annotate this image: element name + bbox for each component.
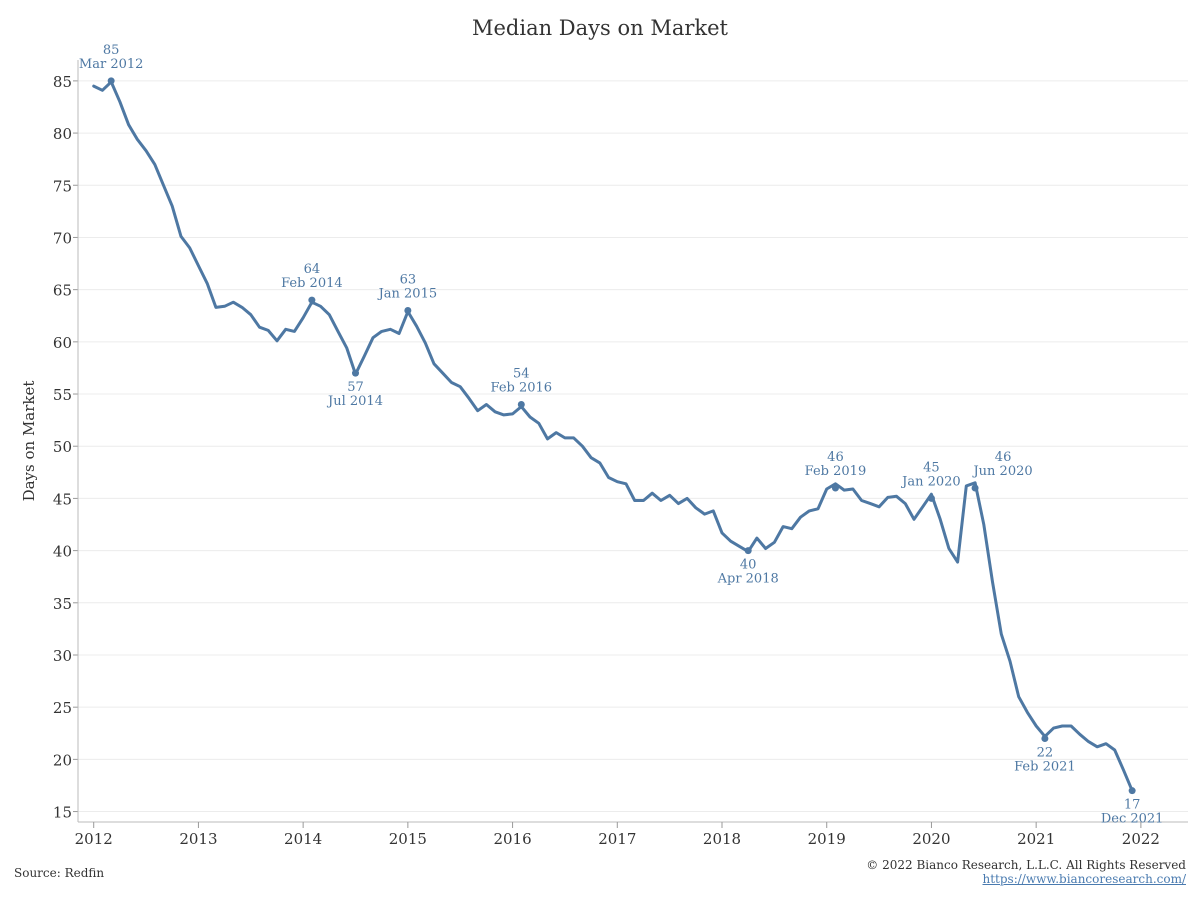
y-tick-label: 80 (53, 125, 72, 143)
annotation-value: 46 (827, 450, 844, 465)
annotation-label: Mar 2012 (79, 57, 144, 72)
x-tick-label: 2020 (912, 830, 950, 848)
y-tick-label: 45 (53, 490, 72, 508)
annotation-point (308, 296, 316, 304)
annotation-point (1128, 787, 1136, 795)
x-tick-label: 2016 (493, 830, 531, 848)
annotation-point (744, 547, 752, 555)
website-link[interactable]: https://www.biancoresearch.com/ (982, 872, 1186, 886)
annotation-value: 57 (347, 380, 364, 395)
x-tick-label: 2021 (1017, 830, 1055, 848)
y-tick-label: 20 (53, 751, 72, 769)
x-tick-label: 2013 (179, 830, 217, 848)
annotation-label: Feb 2016 (491, 380, 553, 395)
x-tick-label: 2015 (389, 830, 427, 848)
x-tick-label: 2019 (808, 830, 846, 848)
y-tick-label: 25 (53, 699, 72, 717)
x-tick-label: 2017 (598, 830, 636, 848)
copyright-text: © 2022 Bianco Research, L.L.C. All Right… (866, 858, 1186, 872)
annotation-value: 54 (513, 366, 530, 381)
y-tick-label: 15 (53, 804, 72, 822)
annotation-value: 40 (740, 558, 757, 573)
y-tick-label: 40 (53, 543, 72, 561)
annotation-point (927, 494, 935, 502)
annotation-value: 22 (1037, 745, 1054, 760)
annotation-point (107, 77, 115, 85)
annotation-value: 63 (400, 273, 417, 288)
annotation-label: Jul 2014 (326, 394, 383, 409)
y-tick-label: 60 (53, 334, 72, 352)
annotation-value: 85 (103, 43, 120, 58)
y-axis-label: Days on Market (20, 381, 38, 502)
annotation-label: Feb 2014 (281, 276, 343, 291)
footer-credits: © 2022 Bianco Research, L.L.C. All Right… (866, 858, 1186, 886)
series-line (92, 80, 1134, 793)
annotation-label: Jun 2020 (971, 464, 1032, 479)
y-tick-label: 85 (53, 73, 72, 91)
y-tick-label: 70 (53, 229, 72, 247)
annotation-point (1041, 734, 1049, 742)
annotation-label: Apr 2018 (717, 572, 779, 587)
x-tick-label: 2012 (75, 830, 113, 848)
annotation-label: Jan 2020 (900, 474, 961, 489)
annotation-point (831, 484, 839, 492)
y-tick-label: 35 (53, 595, 72, 613)
y-tick-label: 30 (53, 647, 72, 665)
grid-lines (78, 80, 1188, 813)
annotation-point (352, 369, 359, 377)
annotation-label: Feb 2021 (1014, 759, 1076, 774)
y-tick-label: 50 (53, 438, 72, 456)
annotation-point (971, 484, 979, 492)
y-tick-labels: 15 20 25 30 35 40 45 50 55 60 65 70 75 80 85 (53, 73, 72, 822)
annotation-point (517, 400, 525, 408)
series-layer (92, 80, 1134, 793)
annotation-label: Dec 2021 (1101, 812, 1164, 827)
axes (73, 60, 1188, 828)
x-tick-label: 2022 (1122, 830, 1160, 848)
chart-title: Median Days on Market (472, 16, 728, 40)
annotation-value: 64 (304, 262, 321, 277)
annotation-value: 46 (995, 450, 1012, 465)
annotation-value: 17 (1124, 798, 1141, 813)
annotation-point (404, 307, 412, 315)
x-tick-labels: 2012 2013 2014 2015 2016 2017 2018 2019 2020 2021… (75, 830, 1160, 848)
annotation-value: 45 (923, 460, 940, 475)
source-note: Source: Redfin (14, 866, 105, 880)
y-tick-label: 55 (53, 386, 72, 404)
y-tick-label: 75 (53, 177, 72, 195)
annotation-label: Feb 2019 (805, 464, 867, 479)
annotation-label: Jan 2015 (377, 287, 438, 302)
x-tick-label: 2014 (284, 830, 322, 848)
x-tick-label: 2018 (703, 830, 741, 848)
y-tick-label: 65 (53, 282, 72, 300)
